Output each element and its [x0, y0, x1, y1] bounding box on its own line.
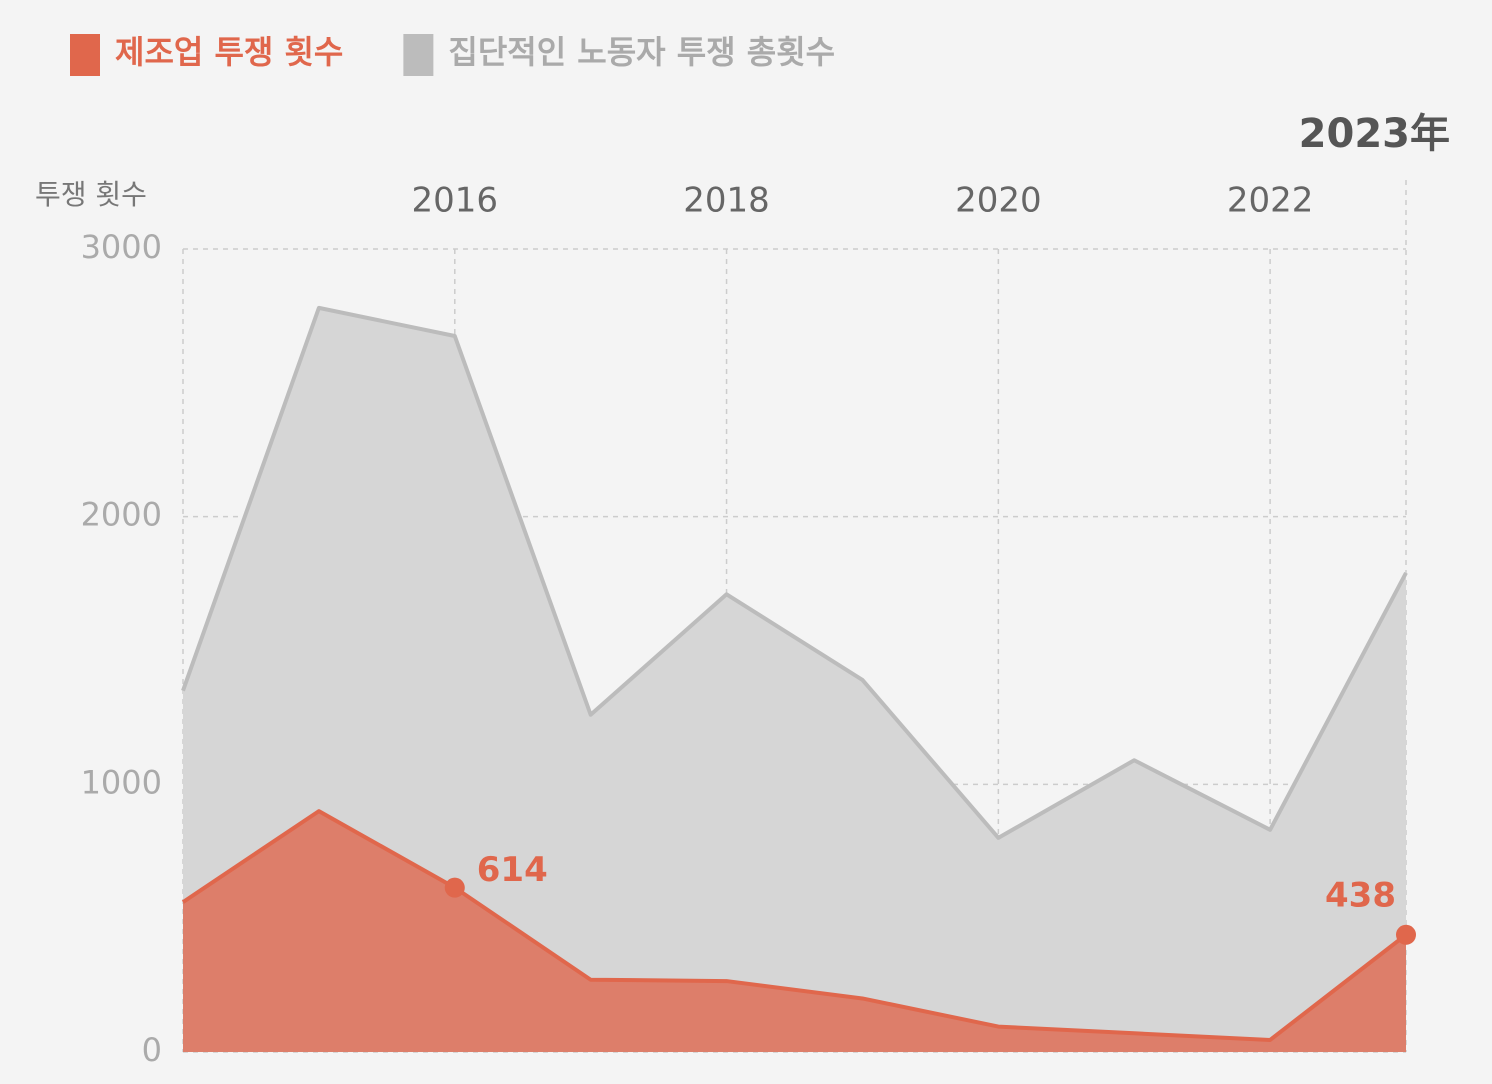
data-label: 614	[477, 850, 548, 890]
area-fill	[183, 307, 1406, 1052]
x-tick-label: 2020	[955, 181, 1042, 221]
y-tick-label: 2000	[81, 496, 162, 534]
data-point	[1396, 924, 1416, 945]
legend-label: 집단적인 노동자 투쟁 총횟수	[448, 33, 835, 71]
x-tick-label: 2023年	[1299, 111, 1450, 157]
y-axis-label: 투쟁 횟수	[35, 178, 147, 211]
x-tick-label: 2018	[683, 181, 770, 221]
x-tick-label: 2016	[412, 181, 499, 221]
y-tick-label: 1000	[81, 763, 162, 801]
legend-label: 제조업 투쟁 횟수	[115, 33, 343, 71]
area-line	[181, 809, 1408, 1042]
area-fill	[183, 811, 1406, 1052]
area-line	[181, 305, 1408, 840]
legend-swatch	[70, 34, 100, 76]
x-tick-label: 2022	[1227, 181, 1314, 221]
legend-swatch	[403, 34, 434, 76]
y-tick-label: 3000	[81, 228, 162, 266]
data-point	[444, 877, 465, 898]
y-tick-label: 0	[142, 1031, 162, 1069]
data-label: 438	[1325, 875, 1396, 915]
